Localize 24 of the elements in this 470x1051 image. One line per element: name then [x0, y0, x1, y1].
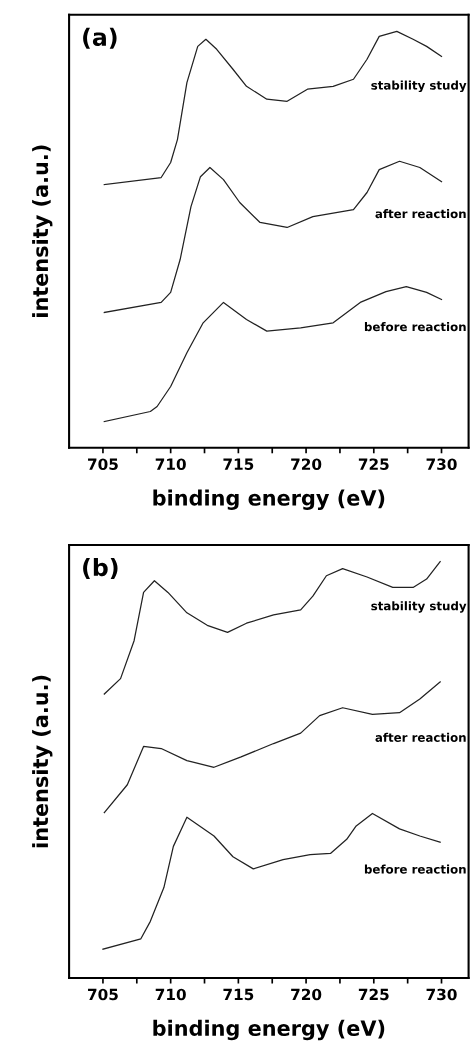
- x-tick-label: 730: [426, 988, 457, 1001]
- y-axis-title: intensity (a.u.): [32, 675, 53, 848]
- text: before reaction: [364, 864, 466, 874]
- series-label: stability study: [371, 601, 467, 613]
- x-tick-label: 715: [223, 988, 254, 1001]
- x-tick-label: 705: [88, 458, 118, 470]
- series-label: stability study: [371, 80, 467, 93]
- x-tick-label: 710: [155, 988, 186, 1001]
- chart-title: (b): [83, 557, 118, 579]
- x-axis-title: binding energy (eV): [153, 1019, 385, 1041]
- y-axis-title: intensity (a.u.): [32, 145, 53, 317]
- series-label: after reaction: [375, 732, 466, 742]
- series-label: after reaction: [375, 209, 466, 219]
- x-tick-label: 720: [291, 458, 322, 470]
- series-label: before reaction: [364, 322, 466, 332]
- x-tick-label: 720: [291, 988, 322, 1001]
- x-axis-title: binding energy (eV): [153, 489, 385, 510]
- x-tick-label: 705: [88, 988, 118, 1001]
- x-tick-label: 725: [358, 458, 389, 470]
- chart-title: (a): [83, 27, 117, 49]
- x-tick-label: 730: [426, 458, 457, 470]
- x-tick-label: 725: [358, 988, 389, 1001]
- x-tick-label: 710: [155, 458, 186, 470]
- x-tick-label: 715: [223, 458, 254, 470]
